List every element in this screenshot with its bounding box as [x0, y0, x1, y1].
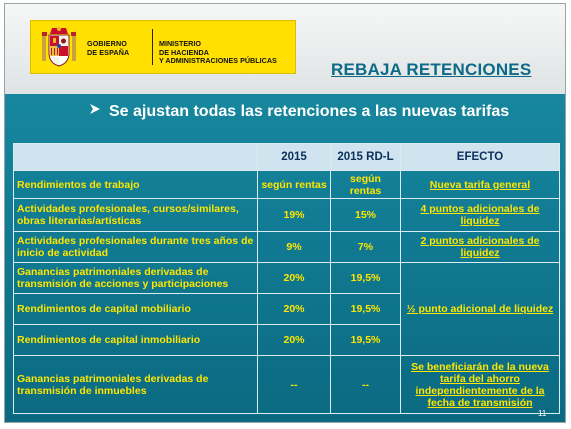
value-2015: 9% [257, 231, 331, 263]
bullet-text: Se ajustan todas las retenciones a las n… [109, 103, 510, 120]
header-cell-effect: EFECTO [400, 143, 560, 171]
value-2015-rdl: según rentas [330, 170, 401, 199]
table-row: Actividades profesionales, cursos/simila… [13, 198, 560, 232]
government-name: GOBIERNO DE ESPAÑA [87, 39, 153, 57]
bullet-point: Se ajustan todas las retenciones a las n… [87, 102, 509, 121]
table-row: Ganancias patrimoniales derivadas de tra… [13, 262, 560, 356]
table-header-row: 2015 2015 RD-L EFECTO [13, 143, 560, 171]
effect-cell: Nueva tarifa general [400, 170, 560, 199]
value-2015: 20% [257, 324, 331, 356]
value-2015-rdl: -- [330, 355, 401, 414]
coat-of-arms-icon [42, 27, 76, 67]
table-row: Rendimientos de trabajo según rentas seg… [13, 170, 560, 199]
header-cell-concept [13, 143, 258, 171]
table-row: Ganancias patrimoniales derivadas de tra… [13, 355, 560, 414]
row-label: Rendimientos de trabajo [13, 170, 258, 199]
government-banner: GOBIERNO DE ESPAÑA MINISTERIO DE HACIEND… [30, 20, 296, 74]
header-cell-2015-rdl: 2015 RD-L [330, 143, 401, 171]
value-2015-rdl: 19,5% [330, 262, 401, 294]
row-label: Rendimientos de capital inmobiliario [13, 324, 258, 356]
row-label: Rendimientos de capital mobiliario [13, 293, 258, 325]
section-title: REBAJA RETENCIONES [331, 60, 532, 79]
ministry-line-2: DE HACIENDA [159, 47, 209, 57]
table-row: Rendimientos de capital inmobiliario 20%… [13, 324, 560, 356]
value-2015-rdl: 19,5% [330, 324, 401, 356]
banner-divider [152, 29, 153, 65]
ministry-name: MINISTERIO DE HACIENDA Y ADMINISTRACIONE… [159, 39, 291, 66]
value-2015: 19% [257, 198, 331, 232]
effect-cell: Se beneficiarán de la nueva tarifa del a… [400, 355, 560, 414]
value-2015: 20% [257, 262, 331, 294]
retention-table: 2015 2015 RD-L EFECTO Rendimientos de tr… [13, 143, 560, 414]
value-2015: -- [257, 355, 331, 414]
page-number: 11 [538, 409, 547, 418]
gov-line-2: DE ESPAÑA [87, 47, 130, 57]
gov-line-1: GOBIERNO [87, 39, 127, 48]
ministry-line-3: Y ADMINISTRACIONES PÚBLICAS [159, 56, 277, 65]
row-label: Actividades profesionales, cursos/simila… [13, 198, 258, 232]
value-2015: 20% [257, 293, 331, 325]
slide: GOBIERNO DE ESPAÑA MINISTERIO DE HACIEND… [4, 3, 566, 423]
ministry-line-1: MINISTERIO [159, 39, 201, 48]
table-row: Rendimientos de capital mobiliario 20% 1… [13, 293, 560, 325]
value-2015-rdl: 7% [330, 231, 401, 263]
table-row: Actividades profesionales durante tres a… [13, 231, 560, 263]
row-label: Ganancias patrimoniales derivadas de tra… [13, 355, 258, 414]
row-label: Ganancias patrimoniales derivadas de tra… [13, 262, 258, 294]
effect-cell-merged: ½ punto adicional de liquidez [400, 262, 560, 356]
value-2015-rdl: 19,5% [330, 293, 401, 325]
effect-cell: 4 puntos adicionales de liquidez [400, 198, 560, 232]
arrow-bullet-icon [90, 104, 100, 114]
effect-cell: 2 puntos adicionales de liquidez [400, 231, 560, 263]
value-2015: según rentas [257, 170, 331, 199]
header-cell-2015: 2015 [257, 143, 331, 171]
row-label: Actividades profesionales durante tres a… [13, 231, 258, 263]
value-2015-rdl: 15% [330, 198, 401, 232]
